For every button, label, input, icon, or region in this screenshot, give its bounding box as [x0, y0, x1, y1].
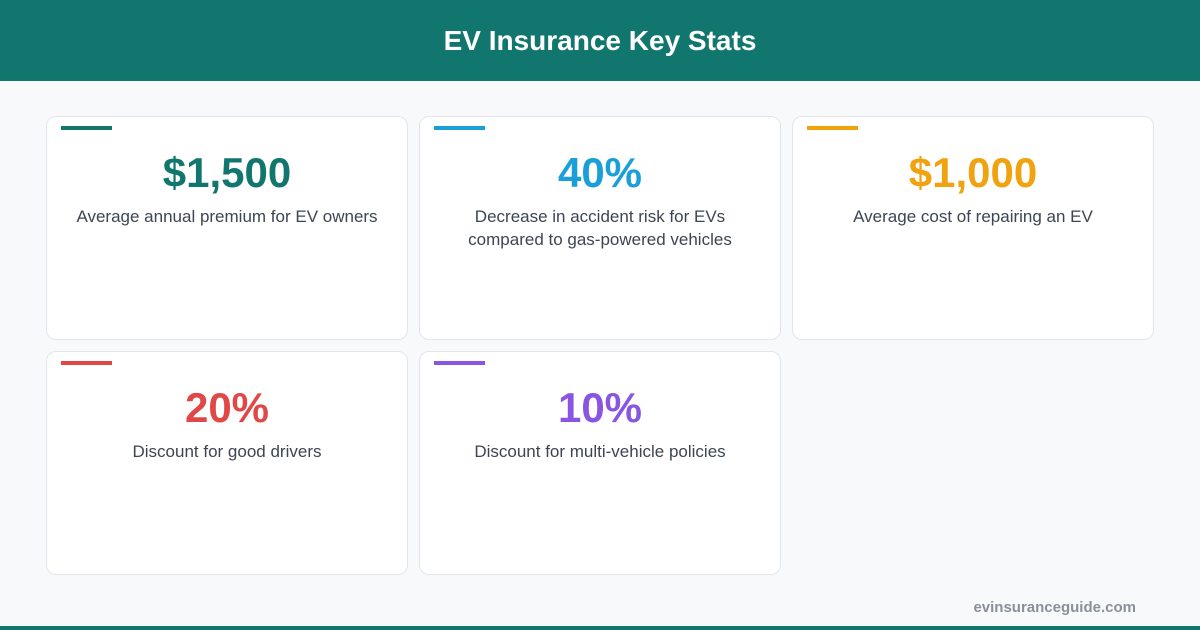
- stat-card: 10% Discount for multi-vehicle policies: [419, 351, 781, 575]
- stat-description: Discount for good drivers: [132, 442, 322, 461]
- stat-value: 10%: [557, 384, 643, 431]
- accent-bar: [61, 126, 112, 130]
- stat-card: $1,500 Average annual premium for EV owne…: [46, 116, 408, 340]
- accent-bar: [61, 361, 112, 365]
- stat-value: 40%: [557, 149, 643, 196]
- stat-card: 20% Discount for good drivers: [46, 351, 408, 575]
- stat-description: Average cost of repairing an EV: [853, 207, 1093, 226]
- header: EV Insurance Key Stats: [0, 0, 1200, 81]
- stat-card: $1,000 Average cost of repairing an EV: [792, 116, 1154, 340]
- header-title: EV Insurance Key Stats: [443, 24, 757, 56]
- footer-source: evinsuranceguide.com: [973, 599, 1136, 616]
- stat-value: 20%: [184, 384, 270, 431]
- stat-card: 40% Decrease in accident risk for EVs com…: [419, 116, 781, 340]
- stat-value: $1,000: [908, 149, 1038, 196]
- accent-bar: [434, 126, 485, 130]
- accent-bar: [807, 126, 858, 130]
- stat-description: Average annual premium for EV owners: [76, 207, 378, 226]
- cards-grid: $1,500 Average annual premium for EV owne…: [46, 116, 1154, 575]
- stat-value: $1,500: [162, 149, 292, 196]
- stat-description: Decrease in accident risk for EVs compar…: [468, 207, 732, 249]
- accent-bar: [434, 361, 485, 365]
- bottom-bar: [0, 626, 1200, 630]
- stat-description: Discount for multi-vehicle policies: [474, 442, 726, 461]
